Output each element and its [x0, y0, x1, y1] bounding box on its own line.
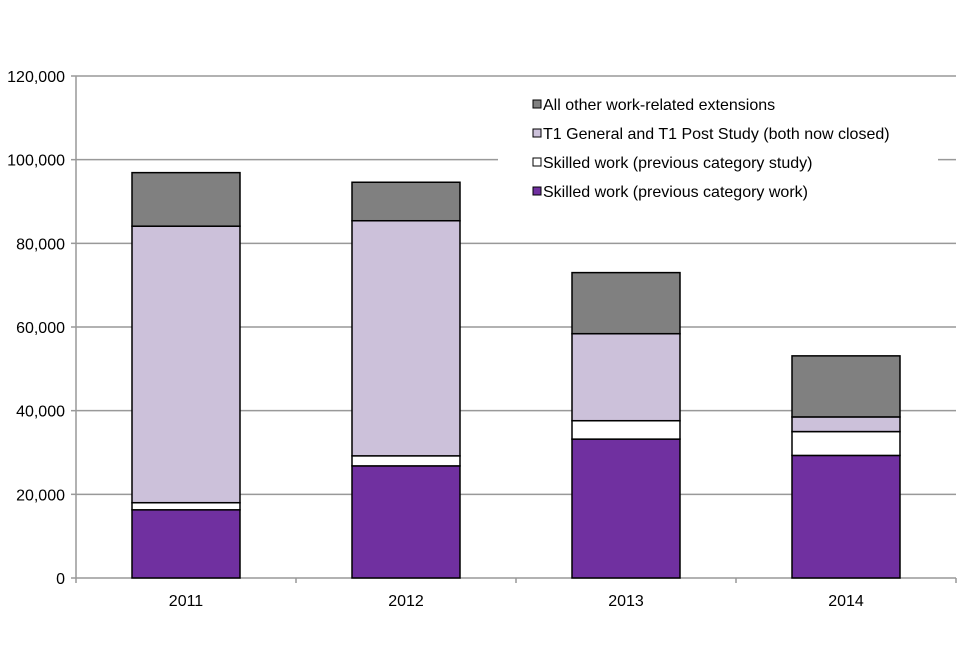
bar-segment — [351, 181, 461, 222]
y-tick-label: 40,000 — [16, 404, 65, 421]
bar-segment — [351, 219, 461, 457]
bar-segment — [571, 271, 681, 335]
bar-segment — [131, 501, 241, 511]
bar-segment — [791, 355, 901, 418]
bar-segment — [571, 438, 681, 579]
bar-stack-2011 — [131, 171, 241, 579]
bar-segment — [131, 225, 241, 504]
x-tick-label: 2014 — [828, 593, 864, 610]
x-tick-label: 2013 — [608, 593, 644, 610]
bar-segment — [351, 465, 461, 579]
y-tick-label: 20,000 — [16, 487, 65, 504]
bar-segment — [351, 455, 461, 467]
bar-stack-2014 — [791, 355, 901, 579]
legend-swatch — [532, 128, 542, 138]
bar-segment — [791, 416, 901, 433]
legend-swatch — [532, 157, 542, 167]
bar-segment — [131, 171, 241, 227]
legend-label: Skilled work (previous category study) — [543, 155, 812, 172]
legend-label: T1 General and T1 Post Study (both now c… — [543, 126, 890, 143]
legend-swatch — [532, 99, 542, 109]
y-tick-label: 80,000 — [16, 236, 65, 253]
bars — [131, 171, 901, 579]
legend-label: Skilled work (previous category work) — [543, 184, 808, 201]
legend: All other work-related extensions T1 Gene… — [498, 88, 938, 206]
y-tick-label: 100,000 — [7, 153, 65, 170]
x-tick-label: 2012 — [388, 593, 424, 610]
bar-stack-2012 — [351, 181, 461, 579]
x-tick-label: 2011 — [169, 593, 204, 610]
legend-label: All other work-related extensions — [543, 97, 775, 114]
y-tick-label: 60,000 — [16, 320, 65, 337]
y-tick-label: 120,000 — [7, 69, 65, 86]
bar-segment — [571, 332, 681, 422]
legend-box — [498, 88, 938, 206]
y-tick-label: 0 — [56, 571, 65, 588]
bar-segment — [571, 419, 681, 440]
legend-swatch — [532, 186, 542, 196]
bar-segment — [131, 509, 241, 579]
bar-stack-2013 — [571, 271, 681, 579]
bar-segment — [791, 454, 901, 579]
bar-segment — [791, 430, 901, 457]
